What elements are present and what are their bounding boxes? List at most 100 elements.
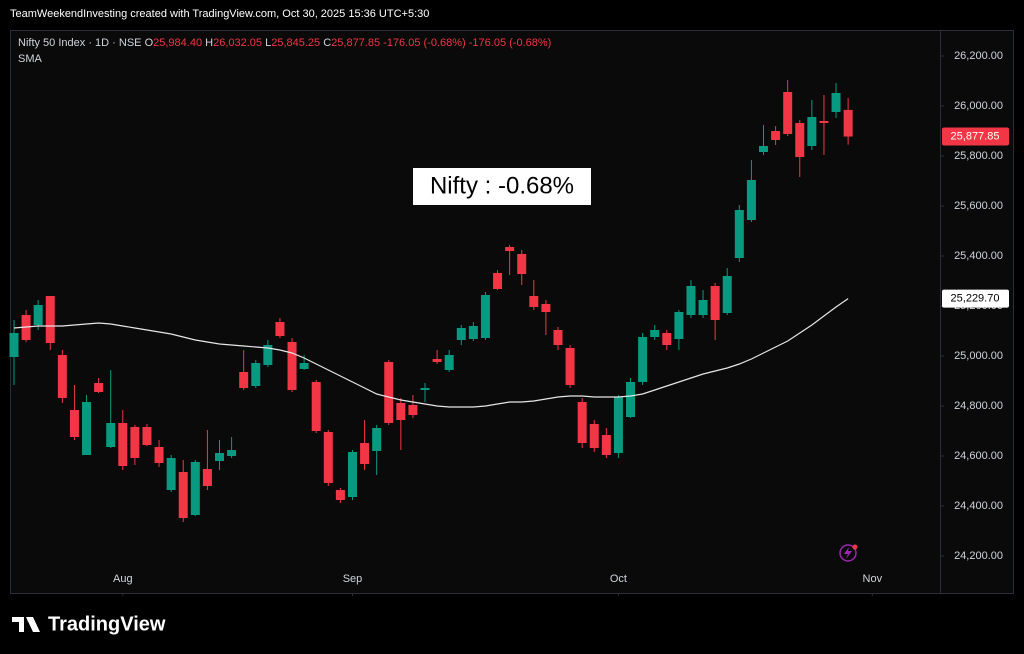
candle-body [541, 304, 551, 312]
candle-body [287, 342, 297, 390]
sma-price-tag-label: 25,229.70 [951, 292, 1000, 304]
candle-body [166, 458, 176, 490]
candle-body [323, 432, 333, 483]
ohlc-value: 25,984.40 [153, 37, 202, 49]
change: -176.05 (-0.68%) [383, 37, 466, 49]
candle-body [505, 247, 515, 251]
candle-body [299, 363, 309, 369]
candle-body [227, 450, 237, 456]
candle-body [82, 402, 92, 455]
candle-body [746, 180, 756, 220]
candle-body [57, 355, 67, 398]
watermark: TeamWeekendInvesting created with Tradin… [10, 8, 429, 20]
candle-body [130, 427, 140, 458]
y-tick-label: 25,600.00 [954, 200, 1003, 212]
candle-body [251, 363, 261, 386]
candle-body [662, 333, 672, 345]
x-tick-label: Oct [610, 573, 627, 585]
y-tick-label: 24,800.00 [954, 400, 1003, 412]
candle-body [347, 452, 357, 497]
candle-body [239, 372, 249, 388]
candle-body [360, 443, 370, 464]
ohlc-key: L [265, 37, 271, 49]
candle-body [190, 462, 200, 515]
candle-body [311, 382, 321, 431]
candle-body [843, 109, 853, 137]
candle-body [626, 382, 636, 417]
candle-body [263, 345, 273, 365]
ohlc-key: C [323, 37, 331, 49]
candle-body [480, 295, 490, 338]
alert-icon[interactable] [839, 544, 858, 562]
candle-body [795, 123, 805, 157]
candle-body [698, 300, 708, 315]
sma-line [13, 298, 849, 408]
candle-body [686, 286, 696, 315]
change: -176.05 (-0.68%) [469, 37, 552, 49]
last-price-tag [942, 127, 1009, 146]
candle-body [45, 296, 55, 343]
ohlc-value: 26,032.05 [213, 37, 262, 49]
x-tick-label: Nov [863, 573, 883, 585]
y-tick-label: 25,000.00 [954, 350, 1003, 362]
candle-body [577, 402, 587, 443]
candle-body [553, 330, 563, 345]
y-tick-label: 24,200.00 [954, 550, 1003, 562]
plot [9, 55, 944, 596]
y-tick-label: 24,600.00 [954, 450, 1003, 462]
candle-body [831, 93, 841, 112]
candle-body [384, 362, 394, 423]
ohlc-value: 25,877.85 [331, 37, 380, 49]
y-tick-label: 25,400.00 [954, 250, 1003, 262]
candle-body [722, 276, 732, 313]
logo [12, 617, 40, 632]
candle-body [33, 305, 43, 325]
candle-body [601, 435, 611, 455]
candle-body [154, 447, 164, 463]
ohlc-value: 25,845.25 [271, 37, 320, 49]
candle-body [215, 453, 225, 461]
candle-body [589, 424, 599, 448]
candle-body [734, 210, 744, 258]
candle-body [674, 312, 684, 339]
candle-body [372, 428, 382, 451]
candle-body [819, 121, 829, 123]
candle-body [408, 405, 418, 415]
candle-body [118, 423, 128, 466]
ohlc-key: H [205, 37, 213, 49]
candle-body [396, 403, 406, 420]
candle-body [710, 286, 720, 320]
candle-body [69, 410, 79, 437]
candle-body [456, 328, 466, 340]
annotation: Nifty : -0.68% [430, 172, 574, 199]
y-tick-label: 25,800.00 [954, 150, 1003, 162]
candle-body [613, 397, 623, 453]
candle-body [650, 330, 660, 337]
y-tick-label: 24,400.00 [954, 500, 1003, 512]
candle-body [202, 469, 212, 486]
last-price-tag-label: 25,877.85 [951, 130, 1000, 142]
candle-body [275, 322, 285, 336]
candle-body [529, 296, 539, 307]
candle-body [178, 472, 188, 518]
candle-body [468, 326, 478, 339]
legend-line: Nifty 50 Index · 1D · NSE O25,984.40 H26… [18, 37, 551, 49]
sma-legend: SMA [18, 53, 43, 65]
candle-body [142, 427, 152, 445]
candle-body [106, 423, 116, 447]
candle-body [783, 92, 793, 134]
candle-body [432, 359, 442, 362]
candle-body [9, 333, 19, 357]
annotation-box [413, 168, 591, 205]
candle-body [444, 355, 454, 370]
candle-body [420, 388, 430, 390]
x-tick-label: Sep [343, 573, 363, 585]
y-tick-label: 26,000.00 [954, 100, 1003, 112]
candle-body [94, 383, 104, 392]
candle-body [771, 131, 781, 140]
logo-text: TradingView [48, 613, 166, 635]
candle-body [638, 337, 648, 382]
ohlc-key: O [145, 37, 154, 49]
candle-body [565, 348, 575, 385]
